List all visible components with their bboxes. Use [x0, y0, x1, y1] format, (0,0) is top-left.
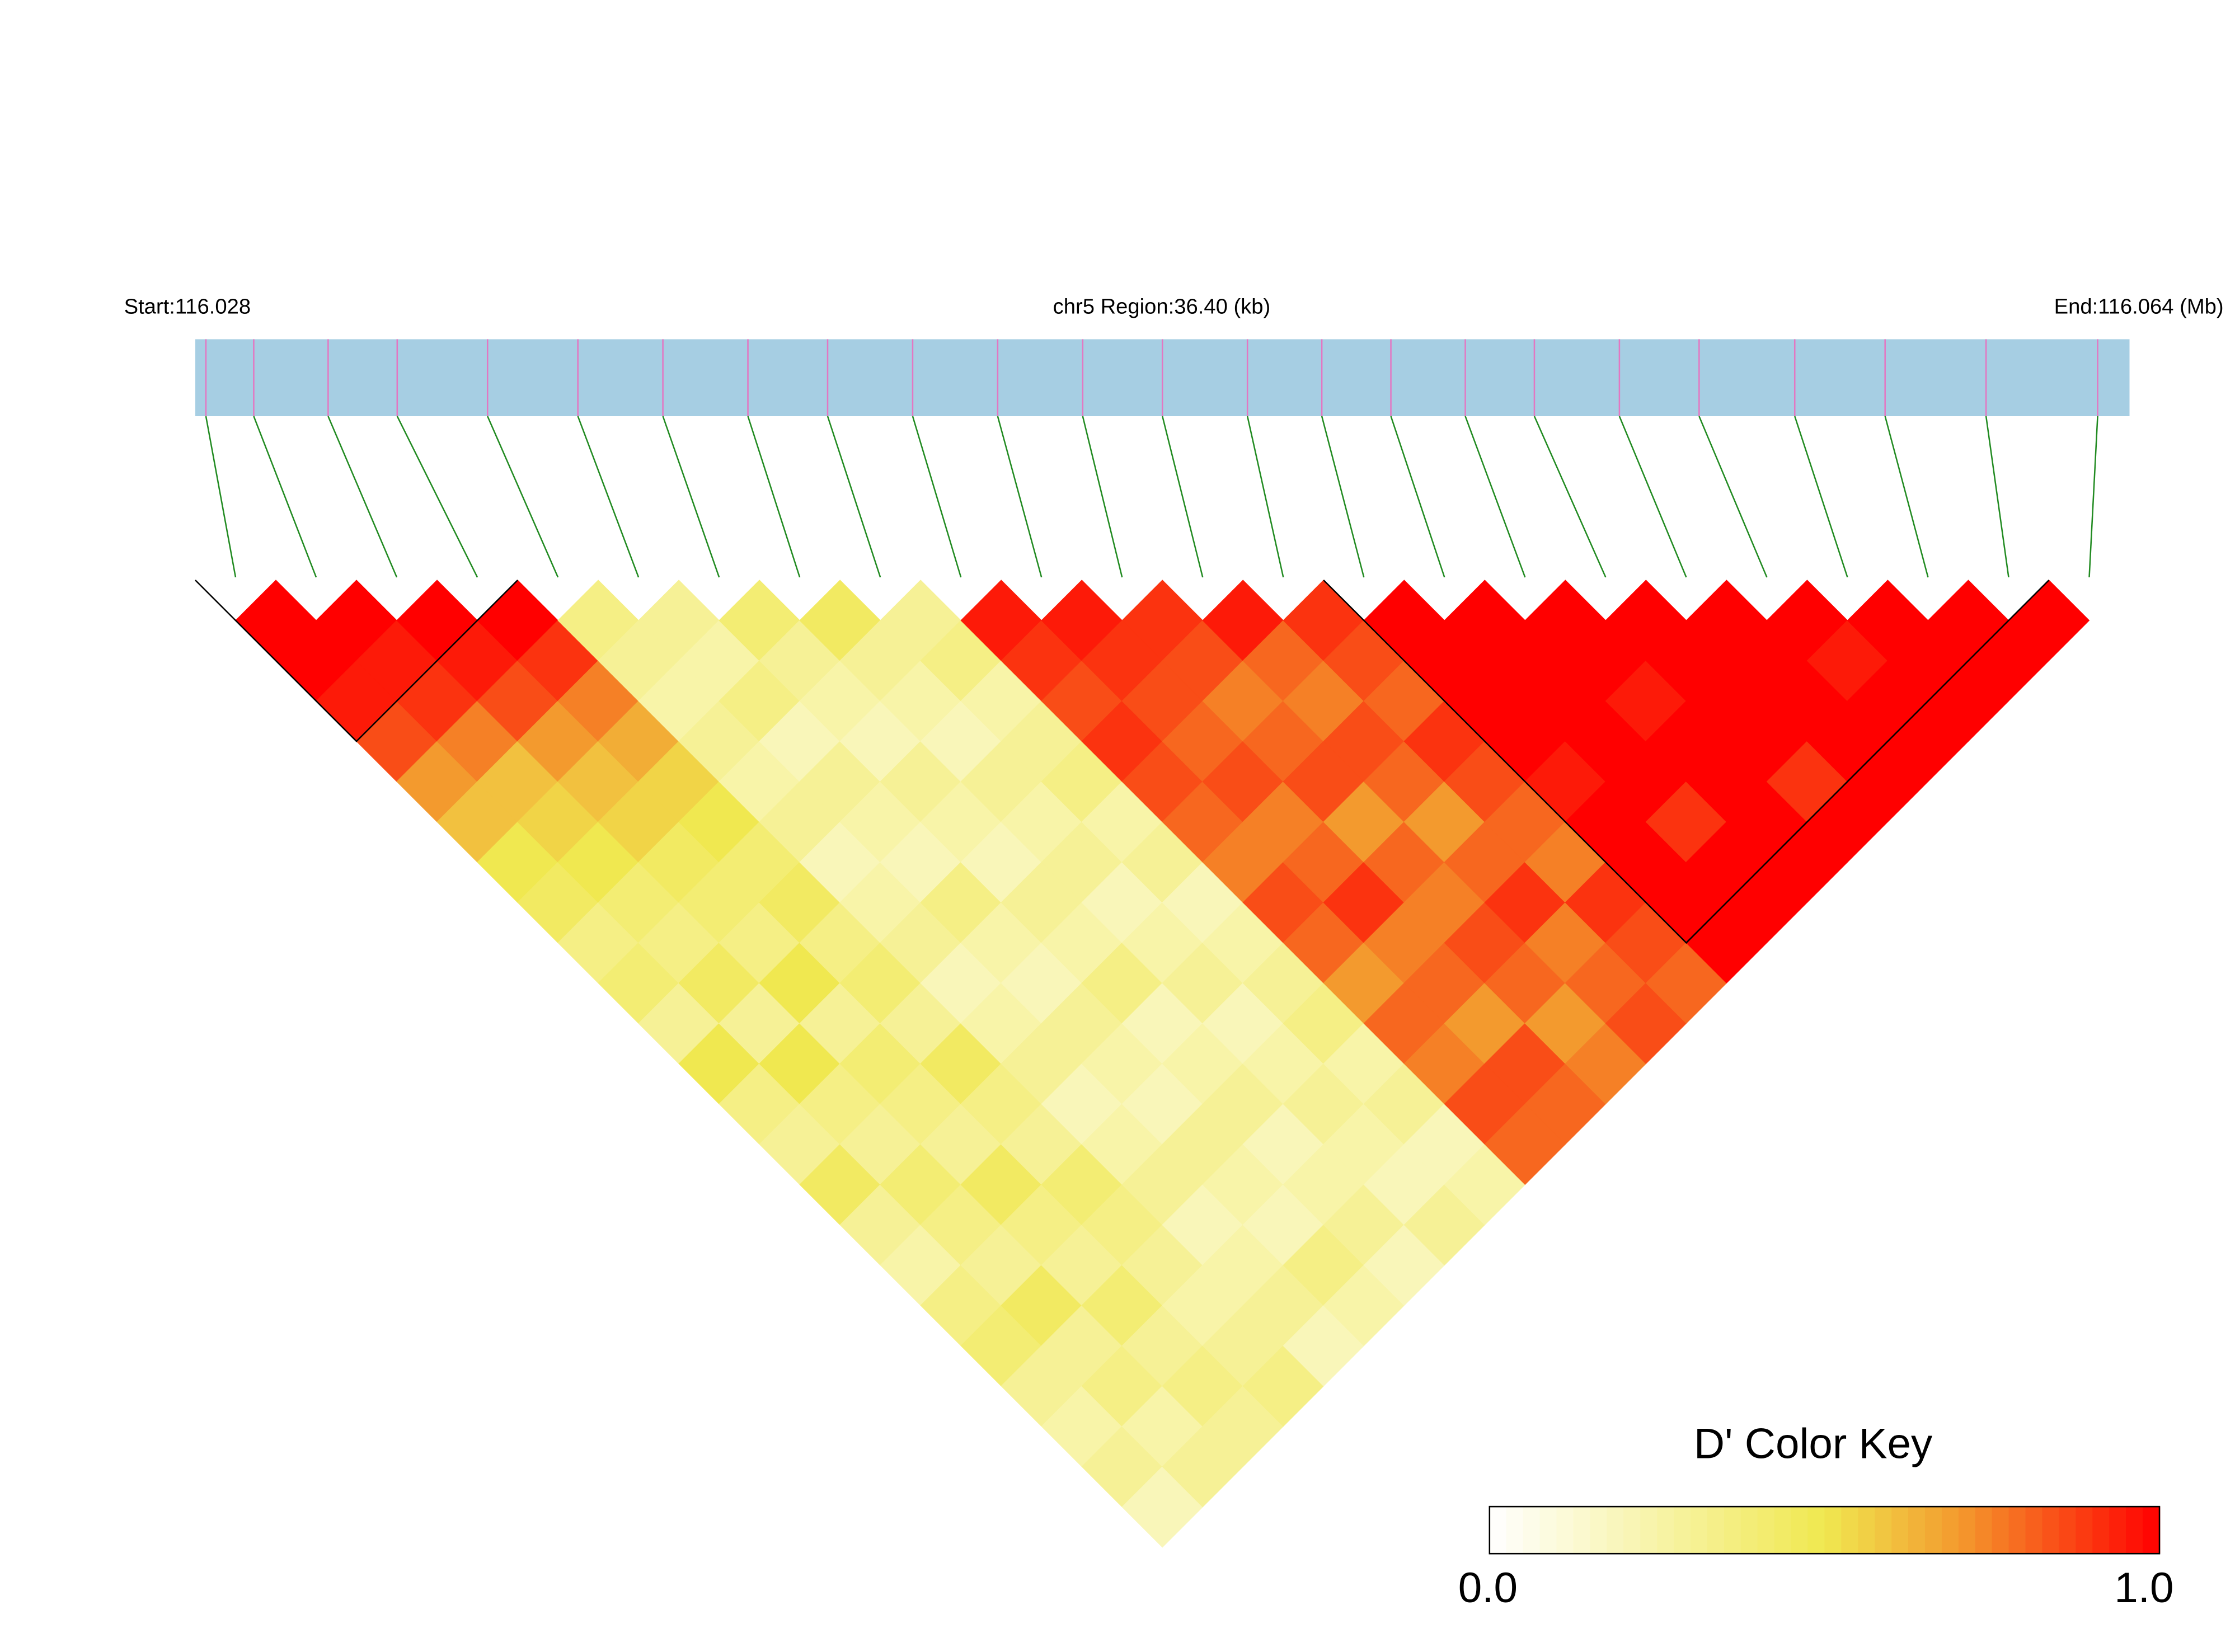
end-label: End:116.064 (Mb): [2054, 295, 2224, 319]
color-key-step: [1757, 1507, 1775, 1554]
snp-connector: [1321, 416, 1365, 578]
color-key-step: [2059, 1507, 2077, 1554]
snp-connector: [253, 416, 317, 578]
color-key-step: [1707, 1507, 1725, 1554]
snp-connector: [1390, 416, 1445, 578]
snp-connector: [396, 416, 478, 578]
start-label: Start:116.028: [124, 295, 251, 319]
snp-connector: [827, 416, 881, 578]
color-key-step: [1875, 1507, 1893, 1554]
color-key-step: [1690, 1507, 1708, 1554]
color-key-step: [1573, 1507, 1591, 1554]
color-key-step: [2025, 1507, 2043, 1554]
snp-connector: [1794, 416, 1848, 578]
snp-connector: [1464, 416, 1526, 578]
snp-connector: [1884, 416, 1929, 578]
color-key-step: [1607, 1507, 1624, 1554]
color-key-step: [1523, 1507, 1541, 1554]
color-key-step: [1924, 1507, 1943, 1554]
color-key-step: [1674, 1507, 1692, 1554]
snp-connector: [1618, 416, 1687, 578]
snp-connector: [2088, 416, 2098, 577]
snp-connector: [1533, 416, 1607, 578]
heatmap: [235, 580, 2090, 1548]
snp-connector: [747, 416, 801, 578]
snp-connector: [1698, 416, 1768, 578]
color-key-step: [2109, 1507, 2127, 1554]
snp-connector: [1246, 416, 1284, 578]
color-key-step: [2143, 1507, 2161, 1554]
snp-connector: [1082, 416, 1123, 578]
color-key-step: [2126, 1507, 2144, 1554]
color-key-step: [1858, 1507, 1876, 1554]
color-key-step: [1841, 1507, 1859, 1554]
color-key-title: D' Color Key: [1694, 1420, 1933, 1467]
color-key-step: [1489, 1507, 1508, 1554]
color-key-step: [1791, 1507, 1809, 1554]
snp-connector: [1162, 416, 1204, 578]
color-key-step: [2076, 1507, 2093, 1554]
color-key-step: [1590, 1507, 1608, 1554]
ld-block: [1323, 580, 2050, 944]
snp-connector: [577, 416, 640, 578]
snp-connector: [205, 416, 237, 578]
snp-connector: [1985, 416, 2009, 578]
color-key-step: [1539, 1507, 1557, 1554]
region-label: chr5 Region:36.40 (kb): [1053, 295, 1271, 319]
color-key-tick-label: 0.0: [1458, 1564, 1518, 1612]
snp-connector: [912, 416, 962, 578]
color-key-step: [1908, 1507, 1926, 1554]
color-key-step: [1640, 1507, 1658, 1554]
color-key-step: [1506, 1507, 1524, 1554]
snp-connector: [662, 416, 720, 578]
color-key-step: [1958, 1507, 1976, 1554]
color-key-step: [2042, 1507, 2060, 1554]
snp-connector: [487, 416, 559, 578]
color-key-step: [1657, 1507, 1675, 1554]
color-key-step: [1941, 1507, 1960, 1554]
color-key-tick-label: 1.0: [2114, 1564, 2173, 1612]
ld-block: [195, 580, 518, 742]
color-key-step: [1724, 1507, 1742, 1554]
snp-connector: [997, 416, 1043, 578]
color-key-step: [1891, 1507, 1909, 1554]
color-key-step: [1824, 1507, 1842, 1554]
color-key-step: [2008, 1507, 2026, 1554]
color-key-frame: [1489, 1505, 2161, 1555]
snp-connector: [327, 416, 398, 578]
color-key-step: [1740, 1507, 1758, 1554]
color-key-step: [1975, 1507, 1993, 1554]
color-key-step: [1992, 1507, 2009, 1554]
color-key-step: [2092, 1507, 2110, 1554]
color-key-step: [1623, 1507, 1641, 1554]
color-key-step: [1807, 1507, 1825, 1554]
color-key-step: [1556, 1507, 1574, 1554]
color-key-step: [1774, 1507, 1792, 1554]
